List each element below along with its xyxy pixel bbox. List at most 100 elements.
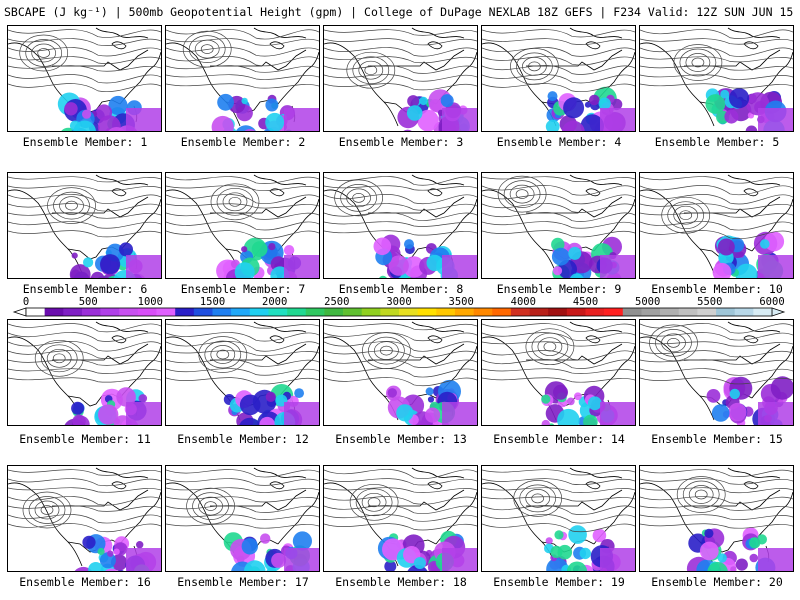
colorbar-tick-label: 4000 bbox=[510, 296, 536, 308]
ensemble-member-label: Ensemble Member: 19 bbox=[493, 575, 625, 589]
height-contour bbox=[8, 496, 161, 506]
cape-blob bbox=[566, 561, 588, 571]
height-contour bbox=[324, 505, 477, 514]
cape-blob bbox=[426, 254, 443, 272]
height-contour bbox=[166, 212, 319, 220]
colorbar-tick-label: 2000 bbox=[262, 296, 288, 308]
height-contour bbox=[519, 484, 557, 513]
us-canada-border bbox=[368, 49, 465, 71]
cape-blob bbox=[126, 402, 161, 425]
height-contour bbox=[200, 44, 214, 54]
height-contour bbox=[324, 478, 477, 486]
cape-blob bbox=[126, 548, 161, 571]
cape-blob bbox=[749, 553, 759, 563]
height-contour bbox=[8, 487, 161, 493]
hudson-bay-outline bbox=[95, 174, 149, 186]
height-contour bbox=[166, 332, 319, 342]
height-contour bbox=[531, 332, 569, 361]
height-contour bbox=[482, 56, 635, 66]
height-contour bbox=[324, 523, 477, 531]
height-contour bbox=[216, 349, 230, 360]
height-contour bbox=[324, 487, 477, 493]
cape-shading bbox=[74, 534, 161, 571]
us-canada-border bbox=[368, 489, 465, 511]
height-contour bbox=[516, 52, 553, 81]
height-contour bbox=[166, 65, 319, 73]
height-contour bbox=[679, 48, 717, 77]
cape-blob bbox=[706, 389, 721, 403]
colorbar-swatch bbox=[156, 308, 176, 316]
cape-blob bbox=[552, 266, 563, 276]
colorbar-swatch bbox=[100, 308, 120, 316]
colorbar-swatch bbox=[81, 308, 101, 316]
ensemble-member-label: Ensemble Member: 1 bbox=[22, 135, 148, 149]
cape-shading bbox=[544, 525, 635, 571]
cape-blob bbox=[554, 530, 564, 540]
height-contour bbox=[482, 83, 635, 93]
ensemble-map bbox=[640, 174, 793, 278]
colorbar-swatch bbox=[305, 308, 325, 316]
height-contour bbox=[222, 192, 248, 212]
height-contour bbox=[352, 193, 365, 203]
height-contour bbox=[482, 323, 635, 332]
height-contour bbox=[482, 478, 635, 486]
height-contour bbox=[194, 39, 220, 59]
cape-blob bbox=[234, 262, 255, 278]
height-contour bbox=[166, 341, 319, 352]
cape-blob bbox=[98, 404, 119, 425]
height-contours bbox=[482, 469, 635, 533]
cape-blob bbox=[82, 535, 96, 549]
cape-blob bbox=[113, 548, 120, 555]
cape-shading bbox=[223, 384, 319, 425]
colorbar-tick-label: 5500 bbox=[697, 296, 723, 308]
colorbar-swatch bbox=[380, 308, 400, 316]
hudson-bay-outline bbox=[727, 174, 781, 186]
height-contour bbox=[691, 57, 705, 68]
east-coastline bbox=[751, 345, 793, 399]
great-lakes-outline bbox=[111, 481, 127, 490]
height-contour bbox=[497, 175, 547, 213]
height-contour bbox=[8, 523, 161, 533]
height-contour bbox=[482, 469, 635, 476]
ensemble-map bbox=[166, 174, 319, 278]
east-coastline bbox=[751, 51, 793, 105]
us-canada-border bbox=[684, 196, 781, 218]
great-lakes-outline bbox=[111, 41, 127, 50]
cape-blob bbox=[720, 89, 730, 99]
height-contour bbox=[46, 348, 72, 368]
cape-blob bbox=[541, 419, 550, 425]
cape-blob bbox=[735, 558, 748, 571]
cape-blob bbox=[244, 129, 256, 131]
colorbar-tick-label: 6000 bbox=[759, 296, 785, 308]
cape-blob bbox=[126, 255, 161, 278]
great-lakes-outline bbox=[269, 188, 285, 197]
cape-blob bbox=[265, 391, 276, 402]
ensemble-map-panel bbox=[639, 172, 794, 279]
cape-blob bbox=[74, 566, 93, 571]
height-contour bbox=[166, 83, 319, 89]
ensemble-map-panel bbox=[323, 465, 478, 572]
hudson-bay-outline bbox=[569, 174, 623, 186]
height-contour bbox=[188, 35, 226, 63]
height-contour bbox=[324, 368, 477, 378]
hudson-bay-outline bbox=[253, 174, 307, 186]
height-contour bbox=[340, 184, 377, 212]
ensemble-map-panel bbox=[639, 465, 794, 572]
us-canada-border bbox=[210, 489, 307, 511]
cape-blob bbox=[294, 388, 304, 398]
cape-blob bbox=[265, 112, 285, 131]
height-contour bbox=[8, 377, 161, 383]
height-contour bbox=[482, 65, 635, 75]
cape-blob bbox=[396, 404, 414, 422]
cape-blob bbox=[561, 120, 585, 131]
cape-blob bbox=[108, 95, 128, 116]
colorbar-tick-label: 3500 bbox=[448, 296, 474, 308]
cape-blob bbox=[764, 231, 785, 252]
height-contour bbox=[640, 368, 793, 376]
cape-blob bbox=[69, 264, 91, 278]
colorbar-swatch bbox=[622, 308, 642, 316]
hudson-bay-outline bbox=[253, 321, 307, 333]
cape-blob bbox=[71, 252, 78, 259]
cape-blob bbox=[413, 557, 426, 569]
cape-shading bbox=[706, 376, 793, 425]
